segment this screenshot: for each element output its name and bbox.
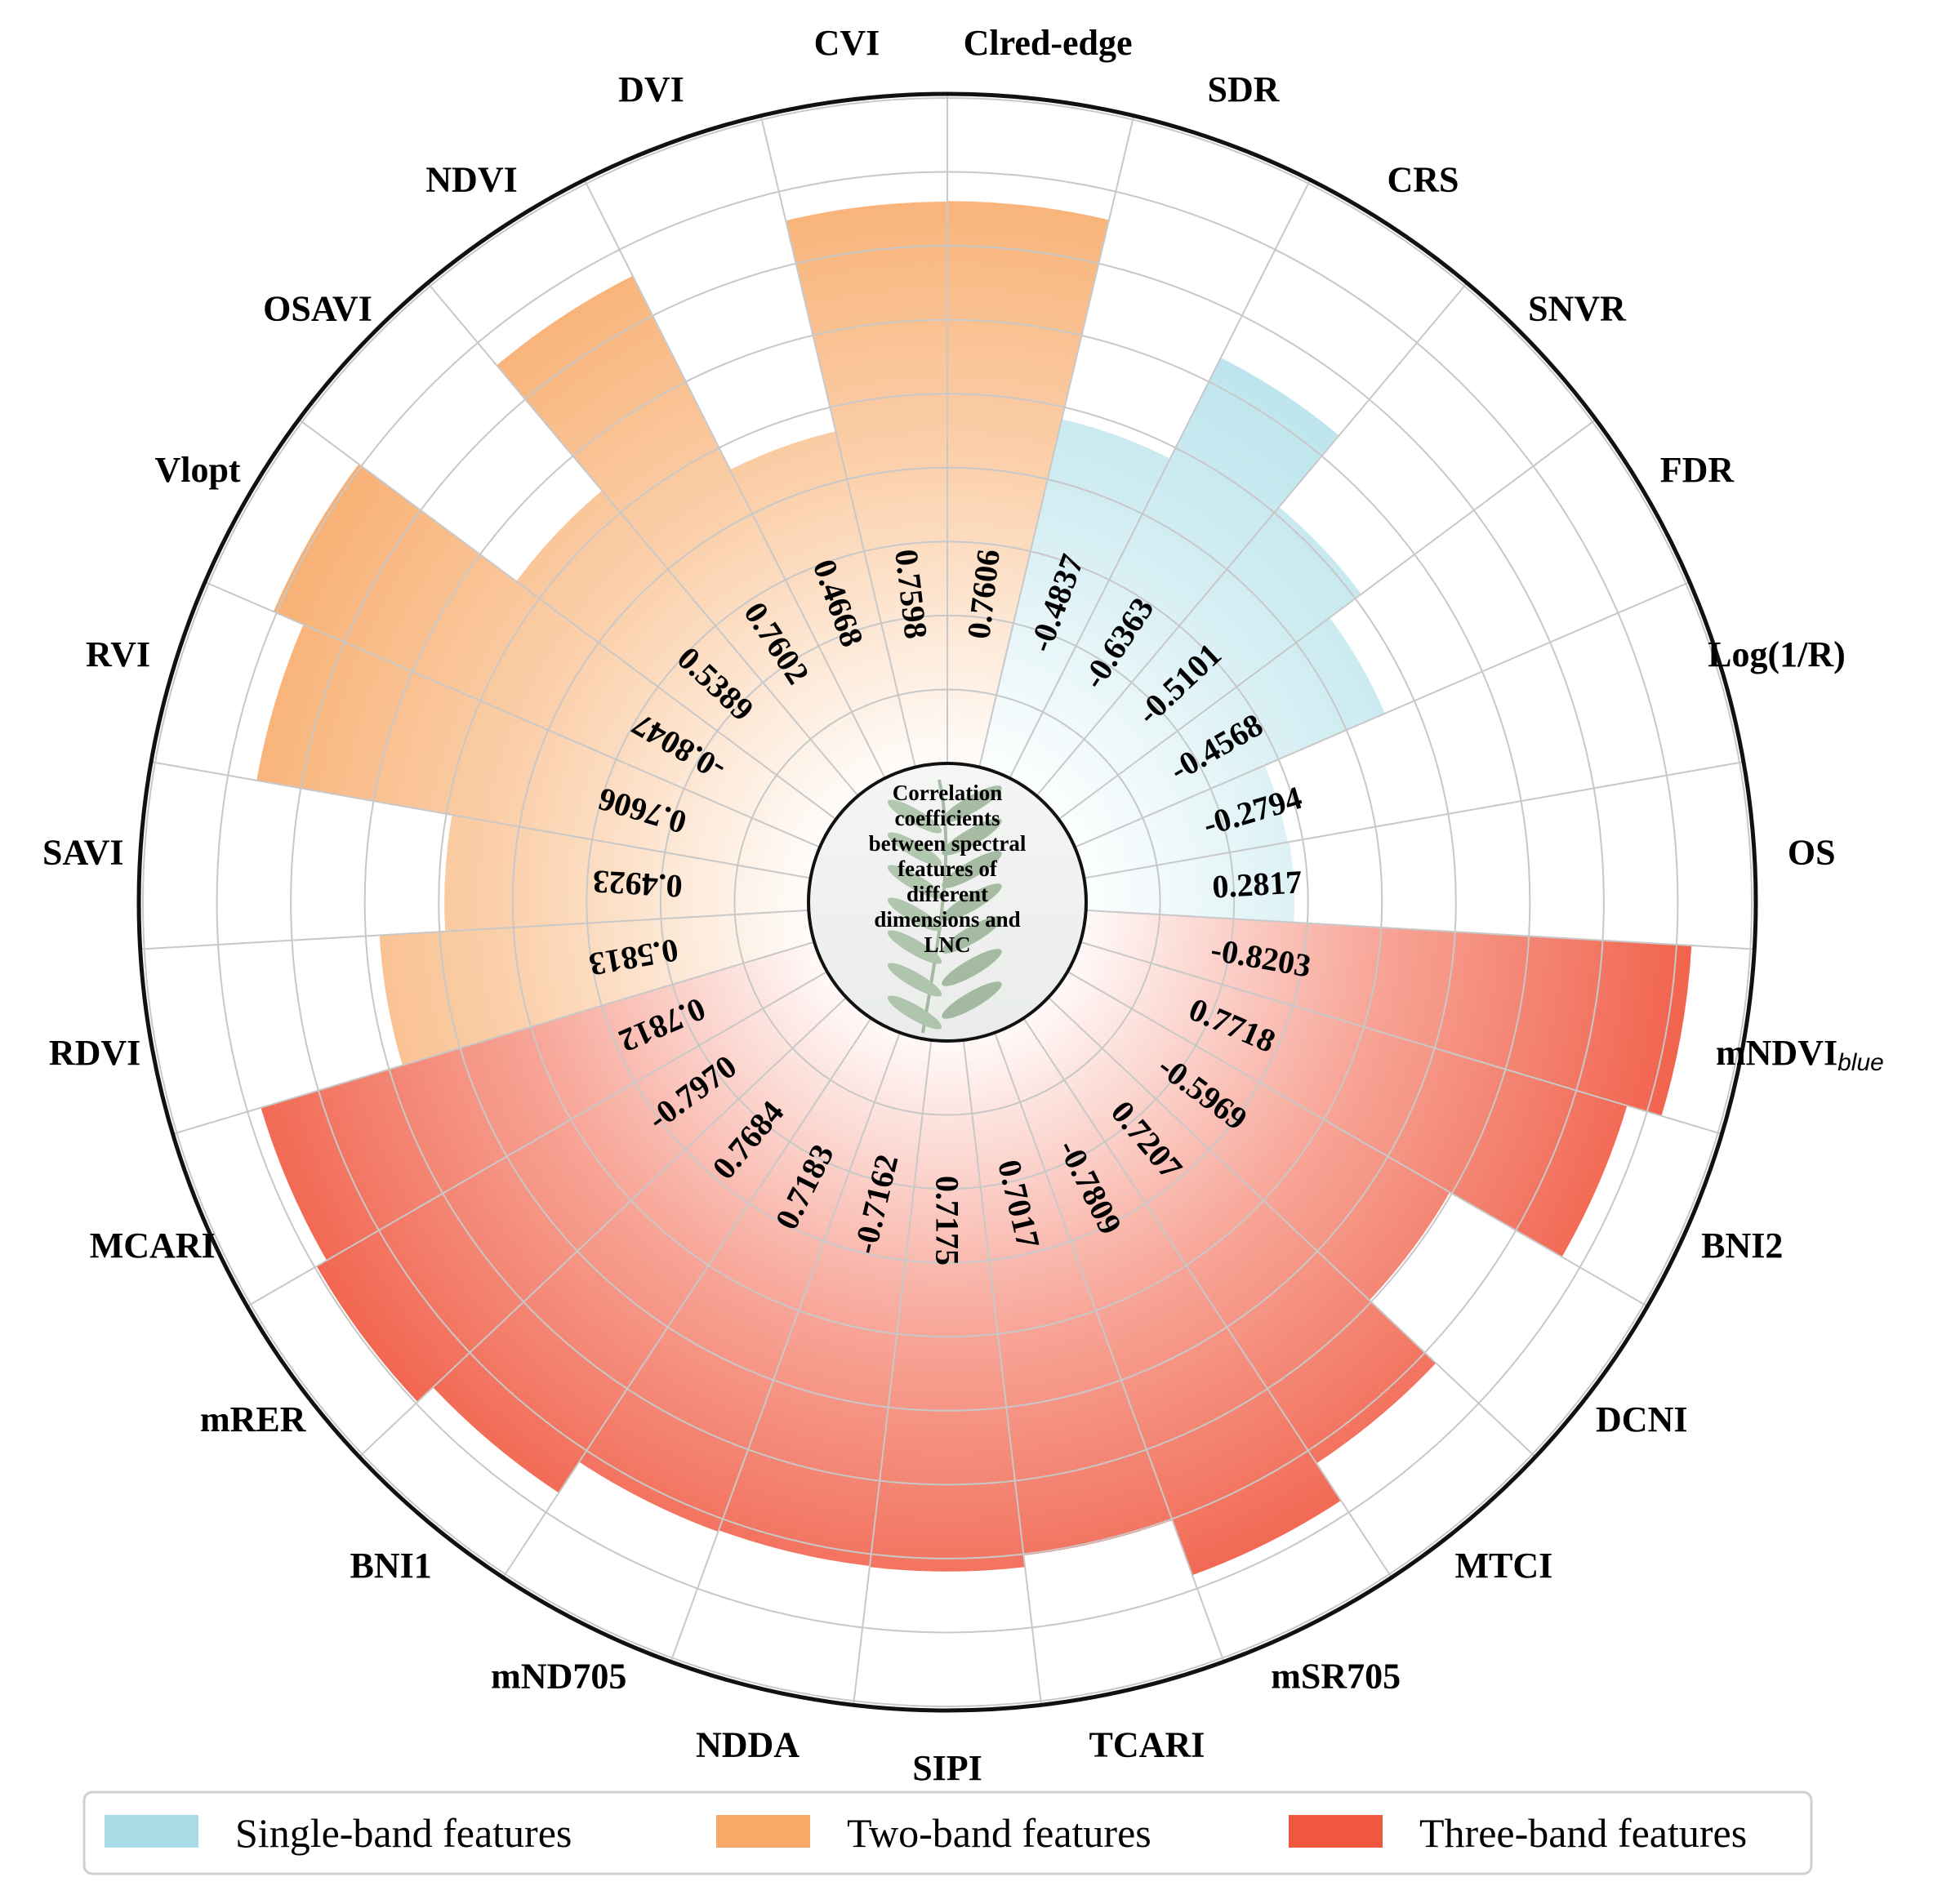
bar-savi	[444, 815, 811, 932]
category-label-log-1-r-: Log(1/R)	[1708, 634, 1846, 674]
grid-spoke	[502, 1017, 872, 1578]
category-label-mcari: MCARI	[90, 1225, 216, 1265]
grid-spoke	[1084, 761, 1744, 879]
bar-crs	[1009, 358, 1339, 796]
bar-mnd705	[579, 1018, 900, 1532]
bar-clred-edge	[947, 201, 1110, 767]
category-label-mrer: mRER	[200, 1399, 307, 1439]
category-label-fdr: FDR	[1660, 450, 1735, 490]
center-circle	[807, 762, 1088, 1043]
value-label-sipi: 0.7175	[929, 1176, 966, 1266]
grid-spoke	[172, 941, 815, 1135]
category-label-bni1: BNI1	[350, 1546, 432, 1586]
legend-label-single: Single-band features	[235, 1810, 572, 1856]
category-label-rdvi: RDVI	[49, 1033, 140, 1073]
category-label-mndvi: mNDVIblue	[1716, 1033, 1884, 1076]
grid-spoke	[1047, 996, 1536, 1458]
category-label-sipi: SIPI	[912, 1748, 982, 1788]
grid-spoke	[1085, 909, 1755, 950]
category-label-cvi: CVI	[814, 23, 880, 63]
bar-mtci	[1023, 997, 1437, 1464]
bar-mrer	[316, 972, 847, 1402]
legend-label-three: Three-band features	[1419, 1810, 1747, 1856]
category-label-snvr: SNVR	[1528, 288, 1627, 328]
grid-spoke	[994, 1032, 1225, 1662]
bar-os	[1084, 842, 1295, 923]
legend-swatch-two	[716, 1815, 810, 1848]
category-label-os: OS	[1788, 832, 1836, 872]
bars-layer	[256, 201, 1692, 1576]
grid-spoke	[1067, 971, 1648, 1307]
category-label-msr705: mSR705	[1271, 1656, 1401, 1696]
bar-ndvi	[497, 275, 885, 796]
grid-layer	[136, 91, 1758, 1713]
category-label-osavi: OSAVI	[263, 288, 372, 328]
grid-spoke	[583, 179, 886, 779]
grid-spoke	[670, 1032, 901, 1662]
center-hub: Correlation coefficients between spectral f…	[807, 762, 1088, 1043]
bar-ndda	[719, 1032, 932, 1567]
bar-cvi	[786, 201, 947, 767]
grid-spoke	[247, 971, 828, 1307]
value-label-savi: 0.4923	[591, 863, 683, 905]
bar-osavi	[516, 490, 858, 820]
bar-rvi	[256, 624, 820, 879]
category-label-ndda: NDDA	[696, 1724, 800, 1764]
grid-spoke	[759, 115, 916, 767]
category-label-sdr: SDR	[1208, 69, 1281, 109]
grid-spoke	[1036, 282, 1468, 797]
category-label-crs: CRS	[1387, 159, 1459, 199]
value-label-os: 0.2817	[1211, 863, 1303, 905]
grid-spoke	[1009, 179, 1312, 779]
grid-spoke	[1080, 941, 1722, 1135]
category-labels-layer: Clred-edge SDR CRS SNVR FDR Log(1/R) OS mNDVIbl…	[42, 23, 1884, 1788]
grid-spoke	[853, 1039, 933, 1706]
bar-dcni	[1048, 972, 1450, 1301]
grid-spoke	[150, 761, 811, 879]
outer-frame	[136, 91, 1758, 1713]
category-label-vlopt: Vlopt	[154, 450, 240, 490]
bar-msr705	[995, 1018, 1341, 1576]
bar-fdr	[1058, 617, 1385, 847]
legend: Single-band features Two-band features Thr…	[82, 1791, 1813, 1875]
grid-spoke	[1058, 419, 1597, 821]
grid-spoke	[426, 282, 859, 797]
bar-snvr	[1036, 506, 1361, 820]
bar-sdr	[979, 419, 1170, 779]
category-label-ndvi: NDVI	[425, 159, 517, 199]
grid-spoke	[962, 1039, 1042, 1706]
bar-dvi	[729, 431, 915, 779]
grid-spoke	[298, 419, 837, 821]
grid-spoke	[978, 115, 1135, 767]
bar-sipi	[869, 1039, 1026, 1572]
chart-title: Correlation coefficients between spectral f…	[869, 781, 1027, 957]
bar-mcari	[261, 941, 827, 1261]
legend-swatch-single	[105, 1815, 198, 1848]
legend-label-two: Two-band features	[847, 1810, 1151, 1856]
category-label-savi: SAVI	[42, 832, 123, 872]
legend-swatch-three	[1289, 1815, 1383, 1848]
bar-log-1-r-	[1075, 765, 1288, 879]
category-label-rvi: RVI	[86, 634, 150, 674]
legend-box	[82, 1791, 1813, 1875]
grid-spoke	[140, 909, 809, 950]
bar-mndvi	[1080, 910, 1692, 1116]
grid-spoke	[1022, 1017, 1392, 1578]
grid-spoke	[359, 996, 848, 1458]
category-label-dvi: DVI	[618, 69, 684, 109]
bar-vlopt	[273, 464, 836, 847]
grid-spoke	[204, 581, 821, 848]
plant-illustration	[887, 779, 1002, 1034]
category-label-mtci: MTCI	[1454, 1546, 1552, 1586]
category-label-mnd705: mND705	[491, 1656, 626, 1696]
bar-tcari	[963, 1032, 1173, 1555]
bar-bni2	[1067, 941, 1628, 1257]
category-label-dcni: DCNI	[1596, 1399, 1687, 1439]
category-label-tcari: TCARI	[1089, 1724, 1205, 1764]
grid-spoke	[1074, 581, 1690, 848]
category-label-clred-edge: Clred-edge	[964, 23, 1133, 63]
category-label-bni2: BNI2	[1701, 1225, 1783, 1265]
